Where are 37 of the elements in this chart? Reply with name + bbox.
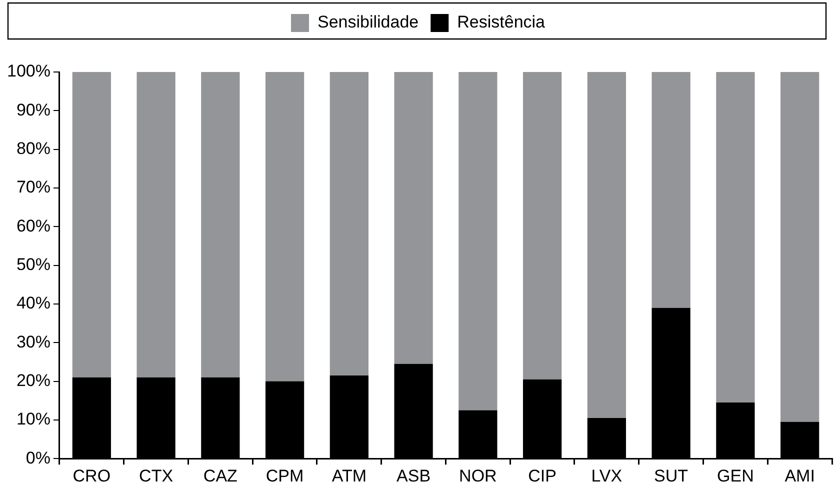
x-tick-label: NOR — [459, 466, 497, 486]
y-tick-label: 40% — [16, 294, 50, 313]
x-tick-label: LVX — [591, 466, 622, 486]
y-tick-label: 70% — [16, 178, 50, 197]
x-tick-label: CRO — [72, 466, 111, 486]
legend-label: Sensibilidade — [318, 12, 419, 32]
y-tick-label: 50% — [16, 254, 50, 274]
bar — [394, 72, 433, 364]
y-tick-label: 100% — [6, 62, 50, 81]
bar — [72, 72, 111, 378]
bar — [136, 72, 176, 378]
bar — [458, 72, 498, 410]
y-tick-label: 30% — [16, 332, 50, 352]
y-tick-label: 0% — [26, 448, 50, 468]
x-tick-label: CPM — [266, 466, 304, 486]
x-tick-label: CAZ — [203, 466, 238, 486]
bar — [201, 72, 240, 378]
y-tick-label: 20% — [16, 370, 50, 390]
x-tick-label: ATM — [332, 466, 366, 486]
x-tick-label: GEN — [717, 466, 754, 486]
legend-label: Resistência — [457, 12, 546, 32]
y-tick-label: 10% — [16, 410, 50, 429]
bar — [716, 72, 755, 403]
x-tick-label: SUT — [654, 466, 688, 486]
bar — [330, 72, 368, 376]
y-tick-label: 60% — [16, 216, 50, 236]
y-tick-label: 90% — [16, 100, 50, 120]
bar — [780, 72, 820, 422]
bar — [265, 72, 304, 382]
x-tick-label: AMI — [784, 466, 815, 486]
y-tick-label: 80% — [16, 139, 50, 158]
x-tick-label: ASB — [396, 466, 431, 486]
x-tick-label: CTX — [139, 466, 174, 486]
bar — [652, 72, 690, 308]
x-tick-label: CIP — [528, 466, 556, 486]
bar — [587, 72, 626, 418]
bar — [522, 72, 562, 380]
